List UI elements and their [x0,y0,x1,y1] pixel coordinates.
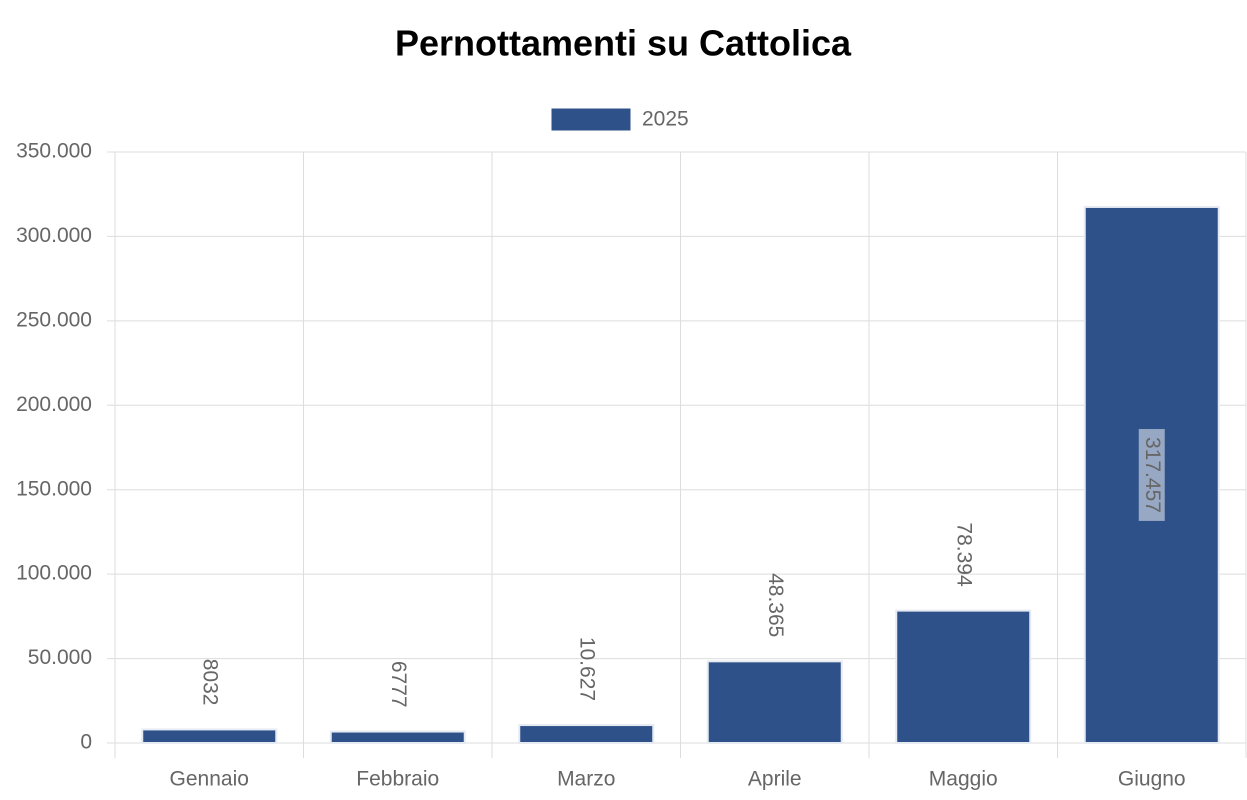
y-tick-label: 200.000 [16,393,92,416]
y-tick-label: 250.000 [16,308,92,331]
value-label-group: 78.394 [953,522,976,587]
value-label-group: 10.627 [576,637,599,701]
legend-label: 2025 [642,108,689,131]
value-label: 48.365 [764,573,787,637]
x-tick-label: Febbraio [356,768,439,791]
bar [141,728,278,744]
bar [329,730,466,745]
value-label: 10.627 [576,637,599,701]
y-tick-label: 50.000 [28,646,92,669]
legend-swatch [550,107,632,132]
value-label: 8032 [199,659,222,706]
value-label-bg [1138,429,1165,521]
bar [518,724,655,744]
x-tick-label: Gennaio [170,768,249,791]
y-tick-label: 300.000 [16,224,92,247]
y-tick-label: 0 [80,731,92,754]
value-label: 317.457 [1141,437,1164,513]
value-label-group: 48.365 [764,573,787,637]
value-label-group: 6777 [387,661,410,708]
value-label: 78.394 [953,522,976,587]
value-label-group: 317.457 [1138,429,1165,521]
value-label-group: 8032 [199,659,222,706]
y-tick-label: 350.000 [16,140,92,163]
x-tick-label: Giugno [1118,768,1186,791]
y-tick-label: 150.000 [16,477,92,500]
value-label: 6777 [387,661,410,708]
x-tick-label: Aprile [748,768,802,791]
x-tick-label: Marzo [557,768,615,791]
chart-title: Pernottamenti su Cattolica [395,23,852,64]
x-tick-label: Maggio [929,768,998,791]
bar [706,660,843,744]
y-tick-label: 100.000 [16,562,92,585]
bar [895,609,1032,745]
